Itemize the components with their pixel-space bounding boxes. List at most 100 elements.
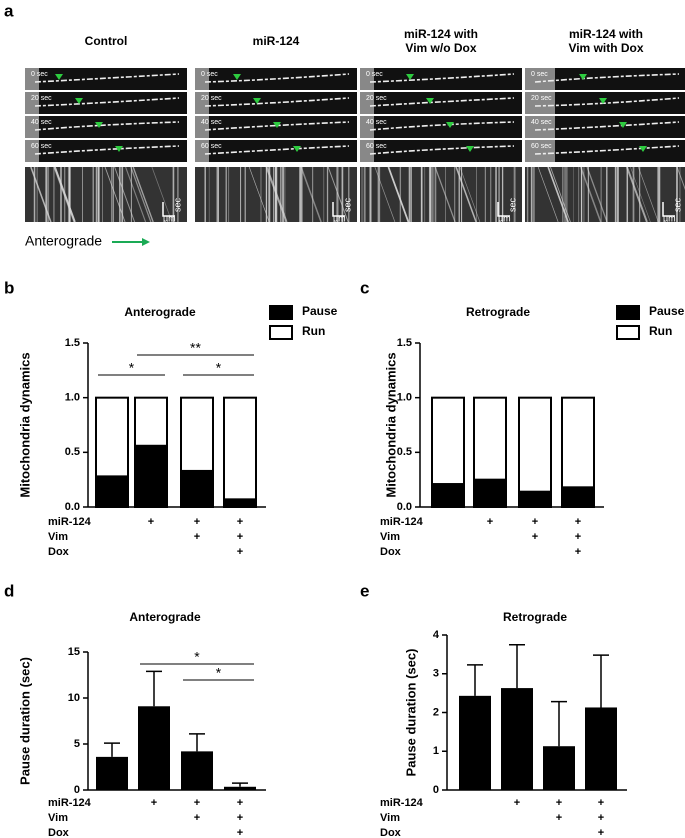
- timelapse-frame: [195, 68, 357, 90]
- soma: [360, 116, 374, 138]
- kymo-track: [637, 166, 659, 223]
- condition-mark: +: [487, 516, 493, 528]
- scale-label: sec: [172, 198, 182, 213]
- soma: [25, 68, 39, 90]
- bar: [96, 756, 128, 790]
- scale-label: sec: [507, 198, 517, 213]
- scale-label: µm: [163, 213, 176, 223]
- soma: [360, 92, 374, 114]
- y-tick-label: 1.5: [65, 337, 80, 349]
- timelapse-frame: [25, 140, 187, 162]
- condition-mark: +: [237, 797, 243, 809]
- neurite: [534, 73, 680, 83]
- y-tick-label: 1.5: [397, 337, 412, 349]
- significance-label: *: [194, 649, 200, 665]
- significance-label: *: [216, 665, 222, 681]
- error-bar: [146, 670, 162, 707]
- condition-mark: +: [575, 531, 581, 543]
- kymo-track: [374, 166, 396, 223]
- direction-arrowhead: [142, 238, 150, 246]
- y-tick-label: 10: [68, 692, 80, 704]
- legend-swatch: [616, 305, 640, 320]
- kymo-track: [104, 166, 126, 223]
- condition-label: Dox: [48, 827, 70, 838]
- time-label: 20 sec: [31, 95, 52, 102]
- condition-label: Vim: [380, 531, 400, 543]
- significance-label: *: [216, 360, 222, 376]
- bar-segment: [223, 498, 257, 509]
- neurite: [34, 97, 180, 107]
- condition-label: miR-124: [48, 797, 92, 809]
- soma: [25, 140, 39, 162]
- neurite: [534, 121, 680, 131]
- arrowhead: [466, 146, 474, 152]
- condition-label: miR-124: [380, 516, 424, 528]
- bar-segment: [95, 396, 129, 478]
- legend-swatch: [269, 325, 293, 340]
- bar-segment: [561, 486, 595, 509]
- scale-label: sec: [342, 198, 352, 213]
- bar-segment: [473, 396, 507, 481]
- bar-segment: [518, 490, 552, 508]
- panel-letter: a: [4, 1, 14, 20]
- y-axis-label: Mitochondria dynamics: [17, 352, 32, 497]
- condition-mark: +: [532, 516, 538, 528]
- error-bar: [189, 733, 205, 752]
- bar-segment: [518, 396, 552, 493]
- timelapse-frame: [360, 92, 522, 114]
- neurite: [369, 97, 515, 107]
- condition-mark: +: [237, 827, 243, 838]
- kymo-track: [248, 166, 270, 223]
- arrowhead: [95, 122, 103, 128]
- error-bar: [232, 782, 248, 787]
- kymo-track: [30, 166, 52, 223]
- timelapse-frame: [25, 116, 187, 138]
- condition-mark: +: [237, 546, 243, 558]
- bar-segment: [134, 396, 168, 447]
- condition-label: Dox: [48, 546, 70, 558]
- y-tick-label: 5: [74, 738, 80, 750]
- condition-mark: +: [575, 546, 581, 558]
- condition-mark: +: [194, 797, 200, 809]
- scale-bar: [332, 202, 345, 217]
- condition-mark: +: [151, 797, 157, 809]
- kymo-track: [151, 166, 173, 223]
- kymograph: [525, 167, 685, 222]
- soma: [360, 140, 374, 162]
- neurite: [369, 121, 515, 131]
- neurite: [204, 73, 350, 83]
- kymo-track: [53, 166, 74, 223]
- chart-title: Anterograde: [129, 610, 201, 624]
- kymo-track: [626, 166, 648, 223]
- timelapse-frame: [195, 140, 357, 162]
- kymo-track: [327, 166, 349, 223]
- scale-bar: [162, 202, 175, 217]
- kymo-track: [132, 166, 154, 223]
- y-tick-label: 0.0: [65, 501, 80, 513]
- time-label: 60 sec: [366, 143, 387, 150]
- bar-segment: [180, 469, 214, 509]
- legend-swatch: [269, 305, 293, 320]
- time-label: 0 sec: [366, 71, 383, 78]
- bar-segment: [431, 483, 465, 509]
- y-axis-label: Pause duration (sec): [403, 649, 418, 777]
- kymo-track: [586, 166, 608, 223]
- arrowhead: [599, 98, 607, 104]
- column-title: miR-124 with Vim w/o Dox: [404, 27, 478, 55]
- error-bar: [509, 643, 525, 689]
- condition-label: Vim: [48, 812, 68, 824]
- condition-mark: +: [237, 516, 243, 528]
- kymograph: [360, 167, 522, 222]
- error-bar: [104, 742, 120, 757]
- scale-label: µm: [663, 213, 676, 223]
- panel-letter: d: [4, 581, 14, 600]
- kymo-track: [300, 166, 322, 223]
- timelapse-frame: [360, 140, 522, 162]
- arrowhead: [619, 122, 627, 128]
- neurite: [204, 121, 350, 131]
- soma: [525, 68, 555, 90]
- time-label: 40 sec: [366, 119, 387, 126]
- soma: [525, 116, 555, 138]
- kymograph: [25, 167, 187, 222]
- soma: [25, 116, 39, 138]
